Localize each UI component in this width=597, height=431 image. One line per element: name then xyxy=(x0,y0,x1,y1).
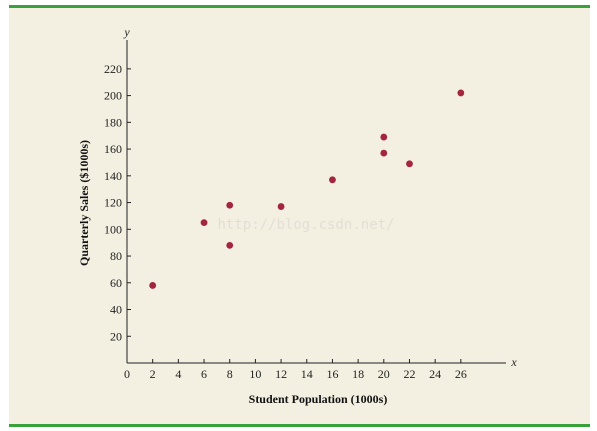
x-tick-label: 8 xyxy=(227,367,233,381)
data-point xyxy=(277,203,285,210)
data-point xyxy=(226,241,234,249)
y-tick-group: 20 40 60 80 100 120 140 160 180 200 220 xyxy=(104,62,131,343)
x-tick-label: 26 xyxy=(455,367,467,381)
x-tick-label: 20 xyxy=(378,367,390,381)
x-tick-label: 0 xyxy=(124,367,130,381)
y-tick-label: 60 xyxy=(110,276,122,290)
x-axis-letter: x xyxy=(510,355,517,369)
y-tick-label: 160 xyxy=(104,142,122,156)
data-point-group xyxy=(149,89,465,289)
data-point xyxy=(226,201,234,209)
y-tick-label: 100 xyxy=(104,222,122,236)
data-point xyxy=(329,176,336,184)
x-tick-label: 24 xyxy=(429,367,441,381)
bottom-rule xyxy=(9,424,590,427)
top-rule xyxy=(9,5,590,8)
chart-panel xyxy=(9,8,590,424)
data-point xyxy=(406,160,413,168)
x-axis-title: Student Population (1000s) xyxy=(249,392,388,406)
y-tick-label: 180 xyxy=(104,115,122,129)
x-tick-label: 14 xyxy=(301,367,313,381)
y-tick-label: 20 xyxy=(110,329,122,343)
x-tick-label: 12 xyxy=(275,367,287,381)
x-tick-label: 10 xyxy=(249,367,261,381)
y-tick-label: 220 xyxy=(104,62,122,76)
data-point xyxy=(200,219,208,227)
y-axis-letter: y xyxy=(123,25,130,39)
x-tick-group: 0 2 4 6 8 10 12 14 16 18 20 22 24 26 xyxy=(124,359,467,381)
x-tick-label: 22 xyxy=(403,367,415,381)
data-point xyxy=(380,149,388,157)
x-tick-label: 4 xyxy=(175,367,181,381)
y-tick-label: 40 xyxy=(110,303,122,317)
y-tick-label: 200 xyxy=(104,89,122,103)
x-tick-label: 18 xyxy=(352,367,364,381)
x-tick-label: 16 xyxy=(326,367,338,381)
watermark-text: http://blog.csdn.net/ xyxy=(217,217,394,233)
data-point xyxy=(457,89,465,97)
y-tick-label: 140 xyxy=(104,169,122,183)
data-point xyxy=(380,133,388,141)
y-tick-label: 120 xyxy=(104,196,122,210)
x-tick-label: 2 xyxy=(150,367,156,381)
data-point xyxy=(149,282,157,289)
x-tick-label: 6 xyxy=(201,367,207,381)
y-axis-title: Quarterly Sales ($1000s) xyxy=(77,140,91,266)
y-tick-label: 80 xyxy=(110,249,122,263)
